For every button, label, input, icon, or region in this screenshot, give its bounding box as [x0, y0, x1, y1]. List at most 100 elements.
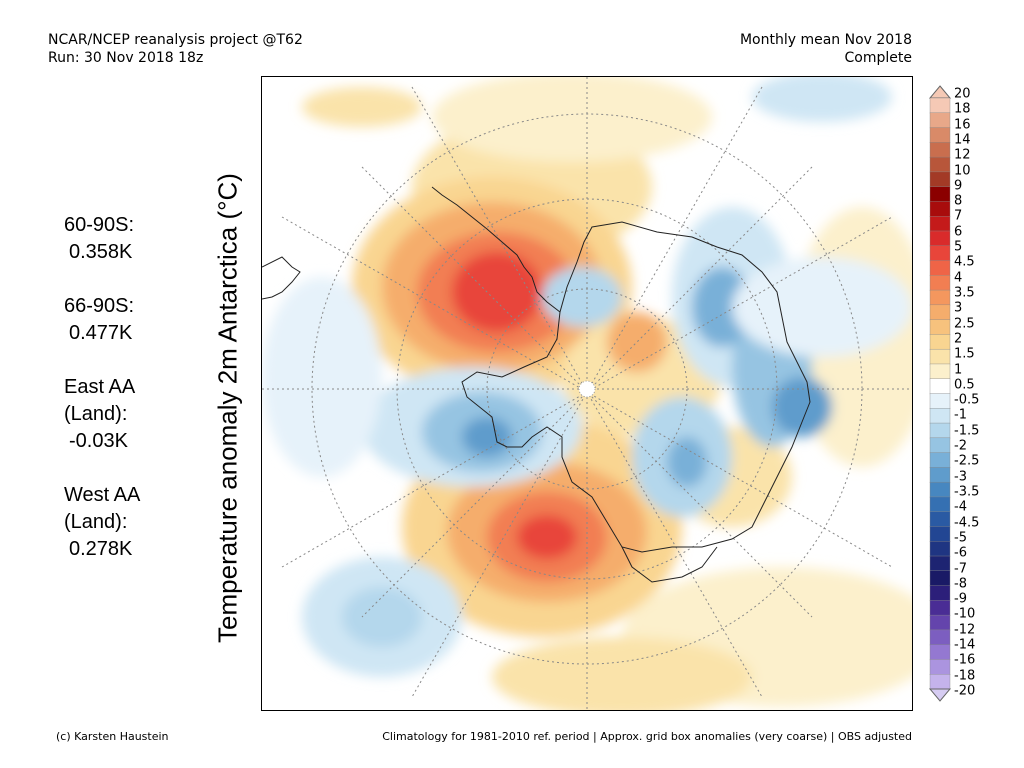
- colorbar-segment: [929, 186, 951, 203]
- colorbar-segment: [929, 142, 951, 158]
- stat-66-90s: 66-90S: 0.477K: [52, 293, 172, 347]
- stat-60-90s: 60-90S: 0.358K: [52, 212, 172, 266]
- colorbar-segment: [929, 334, 951, 350]
- colorbar-segment: [929, 171, 951, 188]
- project-title: NCAR/NCEP reanalysis project @T62: [48, 32, 303, 48]
- stat-value: -0.03K: [69, 430, 128, 452]
- colorbar-segment: [929, 201, 951, 217]
- region-stats: 60-90S: 0.358K 66-90S: 0.477K East AA (L…: [52, 212, 172, 590]
- colorbar-segment: [929, 467, 951, 483]
- colorbar-segment: [929, 260, 951, 276]
- colorbar-tick-label: -3: [954, 469, 967, 485]
- colorbar-segment: [929, 289, 951, 306]
- colorbar-tick-label: 18: [954, 101, 971, 117]
- colorbar-tick-label: -14: [954, 637, 976, 653]
- footer-credit: (c) Karsten Haustein: [56, 730, 169, 743]
- colorbar-tick-label: -2.5: [954, 453, 980, 469]
- colorbar-segment: [929, 304, 951, 321]
- antarctic-peninsula: [431, 186, 561, 313]
- colorbar-tick-label: -4.5: [954, 515, 980, 531]
- anomaly-map: [261, 76, 913, 711]
- colorbar-segment: [929, 422, 951, 439]
- colorbar-segment: [929, 600, 951, 616]
- colorbar-tick-label: 4: [954, 270, 963, 286]
- colorbar-segment: [929, 541, 951, 557]
- colorbar-tick-label: -12: [954, 622, 976, 638]
- colorbar-segment: [929, 526, 951, 542]
- stat-label: 60-90S:: [64, 214, 135, 236]
- anomaly-fields: [262, 77, 912, 710]
- stat-label: East AA (Land):: [64, 376, 136, 425]
- colorbar-segment: [929, 112, 951, 129]
- stat-value: 0.358K: [69, 241, 133, 263]
- footer-note: Climatology for 1981-2010 ref. period | …: [382, 730, 912, 743]
- colorbar-tick-label: -3.5: [954, 484, 980, 500]
- period-label: Monthly mean Nov 2018: [739, 32, 912, 48]
- colorbar-segment: [929, 570, 951, 587]
- colorbar-segment: [929, 230, 951, 247]
- colorbar-segment: [929, 496, 951, 513]
- colorbar-tick-label: 14: [954, 132, 971, 148]
- run-label: Run: 30 Nov 2018 18z: [48, 50, 204, 66]
- colorbar-bottom-cap: [928, 688, 952, 702]
- south-pole-marker: [578, 380, 596, 398]
- colorbar-tick-label: 9: [954, 178, 963, 194]
- colorbar-tick-label: -2: [954, 438, 967, 454]
- colorbar-tick-label: -7: [954, 561, 967, 577]
- colorbar-tick-label: 3.5: [954, 285, 975, 301]
- south-america-tip: [262, 256, 301, 300]
- stat-value: 0.477K: [69, 322, 133, 344]
- colorbar-tick-label: 16: [954, 117, 971, 133]
- status-label: Complete: [844, 50, 912, 66]
- colorbar-tick-label: 2.5: [954, 316, 975, 332]
- colorbar-segment: [929, 156, 951, 173]
- colorbar-tick-label: 3: [954, 300, 963, 316]
- colorbar-segment: [929, 437, 951, 454]
- colorbar-segment: [929, 378, 951, 395]
- colorbar-tick-label: -18: [954, 668, 976, 684]
- colorbar-tick-label: -20: [954, 683, 976, 699]
- colorbar-tick-label: 1.5: [954, 346, 975, 362]
- colorbar-tick-label: -1: [954, 407, 967, 423]
- colorbar-tick-label: 1: [954, 362, 963, 378]
- colorbar-tick-label: 8: [954, 193, 963, 209]
- header-left: NCAR/NCEP reanalysis project @T62 Run: 3…: [48, 31, 303, 67]
- ross-ice-shelf: [621, 546, 718, 583]
- colorbar-segment: [929, 614, 951, 631]
- colorbar-tick-label: -16: [954, 652, 976, 668]
- colorbar-tick-label: -6: [954, 545, 967, 561]
- colorbar-top-cap: [928, 85, 952, 99]
- colorbar-segment: [929, 97, 951, 114]
- stat-label: 66-90S:: [64, 295, 135, 317]
- colorbar-tick-label: 0.5: [954, 377, 975, 393]
- colorbar-tick-label: -0.5: [954, 392, 980, 408]
- colorbar-segment: [929, 363, 951, 380]
- colorbar-tick-label: 5: [954, 239, 963, 255]
- map-canvas: [262, 77, 912, 710]
- stat-label: West AA (Land):: [64, 484, 141, 533]
- colorbar-tick-label: 12: [954, 147, 971, 163]
- header-right: Monthly mean Nov 2018 Complete: [740, 31, 912, 67]
- colorbar-tick-label: -9: [954, 591, 967, 607]
- stat-value: 0.278K: [69, 538, 133, 560]
- colorbar-tick-label: 10: [954, 163, 971, 179]
- stat-east-aa: East AA (Land): -0.03K: [52, 374, 172, 455]
- colorbar-segment: [929, 629, 951, 646]
- colorbar-segment: [929, 659, 951, 675]
- colorbar-segment: [929, 555, 951, 572]
- colorbar-tick-label: 20: [954, 86, 971, 102]
- colorbar-tick-label: 7: [954, 208, 963, 224]
- colorbar-segment: [929, 452, 951, 469]
- colorbar-segment: [929, 348, 951, 365]
- colorbar-tick-label: -8: [954, 576, 967, 592]
- colorbar-segment: [929, 245, 951, 262]
- colorbar-segment: [929, 408, 951, 424]
- colorbar-segment: [929, 393, 951, 409]
- colorbar-tick-label: -1.5: [954, 423, 980, 439]
- colorbar-segment: [929, 319, 951, 336]
- colorbar-segment: [929, 511, 951, 528]
- stat-west-aa: West AA (Land): 0.278K: [52, 482, 172, 563]
- colorbar-svg: [928, 85, 952, 702]
- colorbar-segment: [929, 644, 951, 661]
- colorbar-tick-label: 4.5: [954, 254, 975, 270]
